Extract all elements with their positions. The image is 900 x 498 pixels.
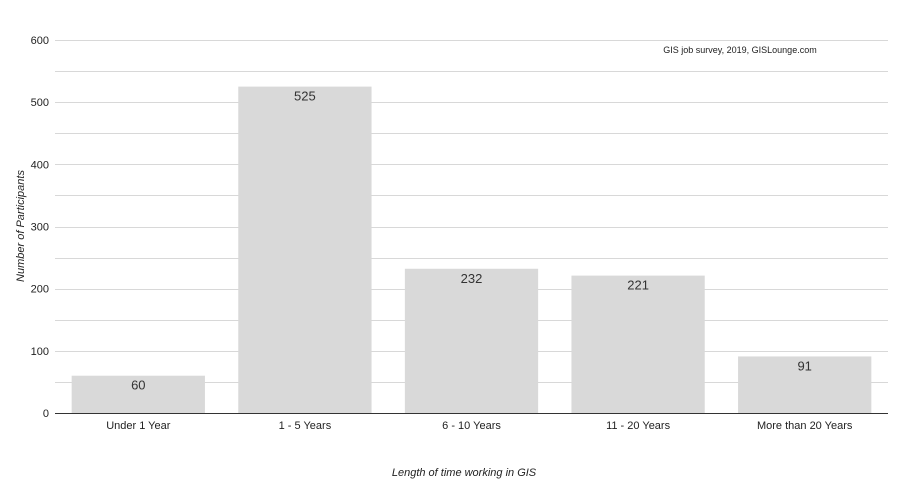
- y-tick-label: 100: [31, 346, 49, 358]
- bars: [71, 86, 872, 413]
- bar: [238, 86, 372, 413]
- x-tick-label: Under 1 Year: [106, 420, 171, 432]
- bar: [738, 356, 872, 413]
- y-axis-title: Number of Participants: [15, 170, 27, 282]
- bar: [571, 275, 705, 413]
- gridlines: [55, 40, 888, 383]
- bar-value-label: 232: [461, 271, 483, 286]
- x-tick-label: More than 20 Years: [757, 420, 853, 432]
- y-axis-ticks: 0 100 200 300 400 500 600: [31, 35, 49, 420]
- y-tick-label: 200: [31, 284, 49, 296]
- x-tick-label: 6 - 10 Years: [442, 420, 501, 432]
- y-tick-label: 600: [31, 35, 49, 47]
- x-axis-title: Length of time working in GIS: [392, 467, 537, 479]
- bar-value-label: 221: [627, 278, 649, 293]
- y-tick-label: 0: [43, 408, 49, 420]
- chart-annotation: GIS job survey, 2019, GISLounge.com: [663, 45, 816, 55]
- bar-value-label: 91: [797, 358, 811, 373]
- y-tick-label: 400: [31, 159, 49, 171]
- x-tick-label: 11 - 20 Years: [606, 420, 671, 432]
- bar-value-label: 60: [131, 378, 145, 393]
- data-labels: 60 525 232 221 91: [131, 89, 812, 393]
- y-tick-label: 300: [31, 222, 49, 234]
- bar: [404, 268, 539, 413]
- x-tick-label: 1 - 5 Years: [279, 420, 332, 432]
- x-axis-ticks: Under 1 Year 1 - 5 Years 6 - 10 Years 11 - …: [106, 420, 853, 432]
- bar: [71, 375, 205, 413]
- bar-value-label: 525: [294, 89, 316, 104]
- y-tick-label: 500: [31, 97, 49, 109]
